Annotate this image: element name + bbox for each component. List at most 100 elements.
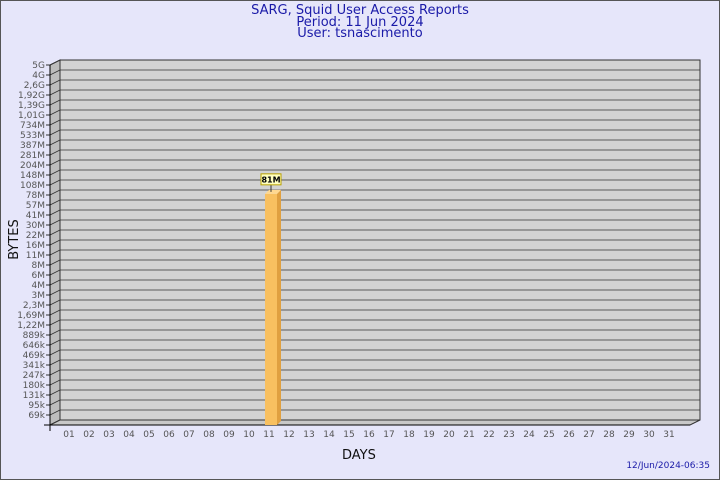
- y-tick-label: 16M: [26, 241, 45, 251]
- x-tick-label: 27: [583, 430, 594, 440]
- grid-line-side: [49, 239, 61, 246]
- y-tick-label: 131k: [23, 391, 46, 401]
- x-tick-label: 28: [603, 430, 615, 440]
- grid-line-side: [49, 299, 61, 306]
- grid-line-side: [49, 249, 61, 256]
- grid-line-side: [49, 389, 61, 396]
- x-tick-label: 04: [123, 430, 135, 440]
- y-tick-label: 4G: [32, 71, 45, 81]
- x-tick-label: 11: [263, 430, 274, 440]
- y-tick-label: 1,69M: [17, 311, 45, 321]
- grid-line-side: [49, 189, 61, 196]
- y-tick-label: 2,3M: [23, 301, 45, 311]
- x-tick-label: 20: [443, 430, 455, 440]
- grid-line-side: [49, 99, 61, 106]
- y-tick-label: 69k: [28, 411, 45, 421]
- bar-day-11: 81M: [260, 173, 282, 425]
- y-tick-label: 1,22M: [17, 321, 45, 331]
- grid-line-side: [49, 229, 61, 236]
- x-tick-label: 30: [643, 430, 655, 440]
- floor: [49, 419, 701, 426]
- x-tick-label: 14: [323, 430, 335, 440]
- x-tick-label: 08: [203, 430, 215, 440]
- x-tick-label: 26: [563, 430, 575, 440]
- y-tick-label: 1,92G: [18, 91, 45, 101]
- y-tick-label: 387M: [20, 141, 45, 151]
- grid-line-side: [49, 169, 61, 176]
- grid-line-side: [49, 339, 61, 346]
- y-tick-label: 533M: [20, 131, 45, 141]
- grid-line-side: [49, 349, 61, 356]
- y-tick-label: 5G: [32, 61, 45, 71]
- grid-line-side: [49, 369, 61, 376]
- y-tick-label: 469k: [23, 351, 46, 361]
- grid-line-side: [49, 129, 61, 136]
- x-tick-label: 31: [663, 430, 674, 440]
- grid-line-side: [49, 409, 61, 416]
- y-tick-label: 2,6G: [24, 81, 45, 91]
- y-tick-label: 247k: [23, 371, 46, 381]
- y-tick-label: 41M: [26, 211, 45, 221]
- bar-front: [265, 193, 277, 425]
- y-tick-label: 78M: [26, 191, 45, 201]
- y-axis-title: BYTES: [6, 219, 22, 260]
- grid-line-side: [49, 79, 61, 86]
- grid-line-side: [49, 159, 61, 166]
- bar-side: [277, 189, 281, 425]
- grid-line-side: [49, 109, 61, 116]
- x-tick-label: 12: [283, 430, 294, 440]
- timestamp: 12/Jun/2024-06:35: [626, 461, 710, 471]
- chart-user: User: tsnascimento: [297, 26, 423, 41]
- grid-line-side: [49, 119, 61, 126]
- y-tick-label: 6M: [32, 271, 46, 281]
- y-tick-label: 22M: [26, 231, 45, 241]
- x-tick-label: 17: [383, 430, 394, 440]
- grid-line-side: [49, 279, 61, 286]
- x-tick-label: 22: [483, 430, 494, 440]
- y-tick-label: 95k: [28, 401, 45, 411]
- grid-line-side: [49, 309, 61, 316]
- x-tick-label: 07: [183, 430, 194, 440]
- x-tick-label: 09: [223, 430, 235, 440]
- x-tick-label: 15: [343, 430, 354, 440]
- x-tick-label: 03: [103, 430, 114, 440]
- grid-line-side: [49, 399, 61, 406]
- grid-line-side: [49, 89, 61, 96]
- y-tick-label: 8M: [32, 261, 46, 271]
- x-tick-label: 29: [623, 430, 635, 440]
- y-tick-label: 889k: [23, 331, 46, 341]
- y-tick-label: 30M: [26, 221, 45, 231]
- grid-line-side: [49, 219, 61, 226]
- x-tick-label: 24: [523, 430, 535, 440]
- x-tick-label: 02: [83, 430, 94, 440]
- bar-top: [265, 189, 281, 194]
- grid-line-side: [49, 359, 61, 366]
- x-tick-label: 16: [363, 430, 375, 440]
- x-axis-title: DAYS: [342, 448, 376, 463]
- grid-line-side: [49, 149, 61, 156]
- x-tick-label: 05: [143, 430, 154, 440]
- grid-line-side: [49, 59, 61, 66]
- chart-title: SARG, Squid User Access Reports: [251, 3, 469, 18]
- y-tick-label: 1,01G: [18, 111, 45, 121]
- grid-line-side: [49, 209, 61, 216]
- grid-line-side: [49, 179, 61, 186]
- y-tick-label: 646k: [23, 341, 46, 351]
- grid-line-side: [49, 199, 61, 206]
- x-tick-label: 19: [423, 430, 435, 440]
- y-tick-label: 3M: [32, 291, 46, 301]
- data-label: 81M: [261, 175, 280, 184]
- y-tick-label: 4M: [32, 281, 46, 291]
- grid-line-side: [49, 319, 61, 326]
- y-tick-label: 204M: [20, 161, 45, 171]
- x-tick-label: 18: [403, 430, 415, 440]
- y-tick-label: 734M: [20, 121, 45, 131]
- x-tick-label: 10: [243, 430, 255, 440]
- y-tick-label: 108M: [20, 181, 45, 191]
- grid-line-side: [49, 259, 61, 266]
- y-tick-label: 57M: [26, 201, 45, 211]
- grid-line-side: [49, 139, 61, 146]
- grid-line-side: [49, 269, 61, 276]
- y-tick-label: 180k: [23, 381, 46, 391]
